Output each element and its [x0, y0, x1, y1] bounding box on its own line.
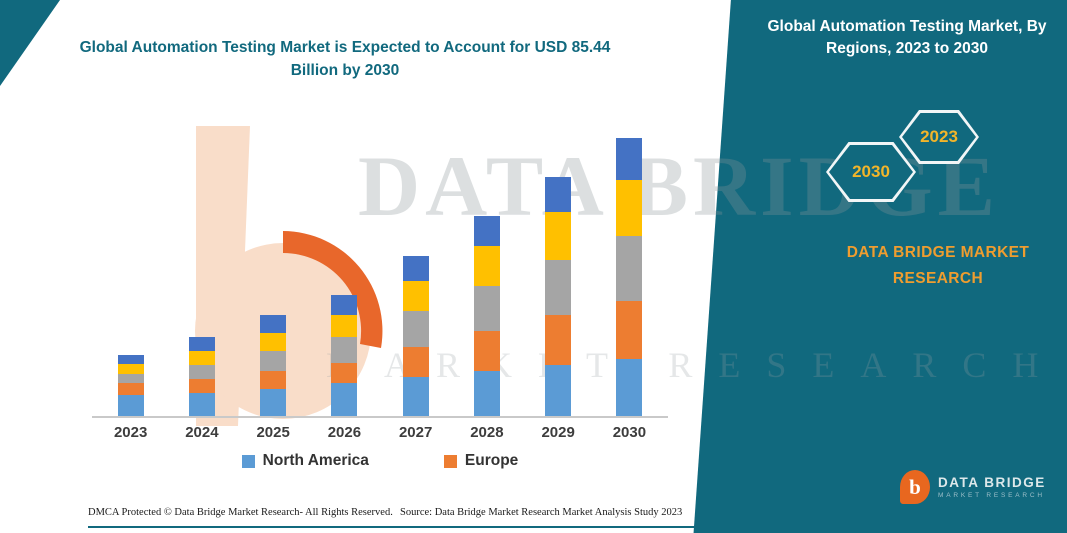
- segment-europe: [402, 347, 429, 377]
- segment-north-america: [616, 359, 643, 417]
- segment-region-3-gray: [545, 260, 572, 315]
- bar-stack-2028: [473, 216, 500, 417]
- x-axis-label: 2028: [470, 424, 504, 441]
- segment-region-5-blue: [473, 216, 500, 246]
- segment-europe: [188, 379, 215, 393]
- source-note: Source: Data Bridge Market Research Mark…: [400, 507, 683, 518]
- x-axis-labels: 2023 2024 2025 2026 2027 2028 2029 2030: [95, 424, 665, 441]
- segment-north-america: [117, 395, 144, 417]
- hexagon-2030: 2030: [826, 142, 916, 202]
- segment-region-3-gray: [402, 311, 429, 347]
- segment-region-4-yellow: [473, 246, 500, 286]
- legend-item-europe: Europe: [443, 452, 519, 470]
- segment-region-4-yellow: [402, 281, 429, 311]
- x-axis-label: 2024: [185, 424, 219, 441]
- segment-north-america: [473, 371, 500, 417]
- segment-region-3-gray: [616, 236, 643, 301]
- bar-stack-2024: [188, 337, 215, 417]
- bar-2029: [523, 132, 594, 417]
- segment-region-5-blue: [545, 177, 572, 212]
- bar-2030: [594, 132, 665, 417]
- bar-stack-2023: [117, 355, 144, 417]
- segment-region-5-blue: [616, 138, 643, 180]
- bar-chart: [95, 132, 665, 417]
- segment-region-4-yellow: [188, 351, 215, 365]
- segment-north-america: [260, 389, 287, 417]
- dbmr-logo-text: DATA BRIDGE MARKET RESEARCH: [938, 475, 1046, 499]
- segment-region-5-blue: [402, 256, 429, 281]
- hexagon-2023-year: 2023: [920, 127, 958, 146]
- segment-europe: [473, 331, 500, 371]
- watermark-market-research: MARKET RESEARCH: [326, 345, 1065, 385]
- brand-text: DATA BRIDGE MARKET RESEARCH: [846, 244, 1030, 287]
- segment-region-3-gray: [260, 351, 287, 371]
- segment-europe: [117, 383, 144, 395]
- x-axis-label: 2023: [113, 424, 148, 441]
- bar-2028: [451, 132, 522, 417]
- segment-region-4-yellow: [260, 333, 287, 351]
- segment-region-4-yellow: [616, 180, 643, 236]
- bar-stack-2029: [545, 177, 572, 417]
- segment-north-america: [331, 383, 358, 417]
- segment-europe: [616, 301, 643, 359]
- legend-swatch-europe: [443, 454, 457, 468]
- segment-europe: [260, 371, 287, 389]
- segment-north-america: [402, 377, 429, 417]
- dbmr-logo-title: DATA BRIDGE: [938, 475, 1046, 490]
- chart-title: Global Automation Testing Market is Expe…: [79, 39, 611, 80]
- hexagon-2030-year: 2030: [852, 162, 890, 181]
- segment-region-5-blue: [188, 337, 215, 351]
- segment-region-3-gray: [331, 337, 358, 363]
- hexagon-2030-inner: 2030: [829, 145, 913, 199]
- dmca-notice: DMCA Protected © Data Bridge Market Rese…: [88, 507, 393, 518]
- dbmr-logo-icon: b: [900, 470, 930, 504]
- bottom-divider: [88, 526, 1067, 528]
- segment-region-5-blue: [260, 315, 287, 333]
- teal-corner-triangle: [0, 0, 60, 86]
- segment-region-4-yellow: [117, 364, 144, 374]
- legend-swatch-north-america: [241, 454, 255, 468]
- bar-2025: [238, 132, 309, 417]
- x-axis-label: 2025: [256, 424, 290, 441]
- segment-region-3-gray: [117, 374, 144, 383]
- bar-stack-2026: [331, 295, 358, 417]
- legend-label-europe: Europe: [464, 452, 519, 469]
- segment-north-america: [188, 393, 215, 417]
- chart-legend: North America Europe: [95, 452, 665, 470]
- bar-stack-2027: [402, 256, 429, 417]
- segment-region-5-blue: [331, 295, 358, 315]
- segment-region-3-gray: [473, 286, 500, 331]
- banner-title: Global Automation Testing Market, By Reg…: [767, 18, 1047, 58]
- bar-2026: [309, 132, 380, 417]
- segment-region-4-yellow: [331, 315, 358, 337]
- dbmr-logo: b DATA BRIDGE MARKET RESEARCH: [900, 470, 1046, 504]
- bar-stack-2030: [616, 138, 643, 417]
- bar-stack-2025: [260, 315, 287, 417]
- segment-europe: [545, 315, 572, 365]
- x-axis-label: 2029: [541, 424, 575, 441]
- bar-2027: [380, 132, 451, 417]
- bar-2024: [166, 132, 237, 417]
- dbmr-logo-subtitle: MARKET RESEARCH: [938, 492, 1045, 499]
- segment-region-3-gray: [188, 365, 215, 379]
- segment-north-america: [545, 365, 572, 417]
- x-axis-label: 2030: [612, 424, 647, 441]
- hexagon-2023-inner: 2023: [902, 113, 976, 161]
- segment-region-5-blue: [117, 355, 144, 364]
- legend-label-north-america: North America: [262, 452, 369, 469]
- segment-region-4-yellow: [545, 212, 572, 260]
- legend-item-north-america: North America: [241, 452, 369, 470]
- x-axis-line: [92, 416, 668, 418]
- x-axis-label: 2027: [398, 424, 433, 441]
- bar-2023: [95, 132, 166, 417]
- segment-europe: [331, 363, 358, 383]
- x-axis-label: 2026: [327, 424, 362, 441]
